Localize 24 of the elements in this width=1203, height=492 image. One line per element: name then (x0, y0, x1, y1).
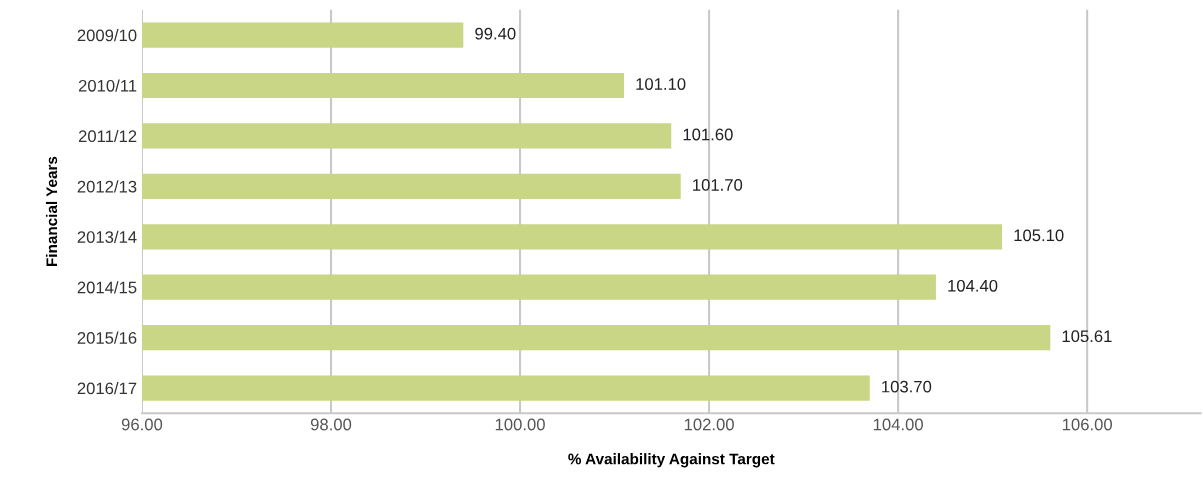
data-label: 105.61 (1062, 330, 1112, 343)
data-label: 104.40 (948, 279, 998, 292)
data-label: 101.60 (683, 128, 733, 141)
y-tick-label: 2016/17 (77, 382, 137, 395)
y-tick-label: 2010/11 (78, 79, 137, 92)
x-tick-label: 100.00 (495, 418, 545, 431)
x-tick-label: 102.00 (684, 418, 734, 431)
x-tick-label: 106.00 (1062, 418, 1113, 431)
data-label: 99.40 (475, 27, 516, 40)
x-axis-title: % Availability Against Target (568, 453, 775, 468)
data-label: 101.70 (693, 179, 743, 191)
x-tick-label: 104.00 (873, 418, 923, 431)
y-tick-label: 2014/15 (77, 281, 137, 294)
data-label: 101.10 (636, 78, 686, 90)
y-tick-label: 2009/10 (77, 29, 137, 42)
y-axis-title: Financial Years (45, 156, 58, 267)
data-label: 103.70 (882, 380, 932, 393)
y-tick-label: 2011/12 (78, 129, 137, 143)
y-tick-label: 2013/14 (77, 230, 137, 243)
y-tick-label: 2015/16 (77, 331, 137, 344)
data-label: 105.10 (1014, 229, 1064, 242)
y-tick-label: 2012/13 (77, 180, 137, 193)
x-tick-label: 98.00 (310, 418, 352, 431)
x-tick-label: 96.00 (121, 418, 163, 431)
